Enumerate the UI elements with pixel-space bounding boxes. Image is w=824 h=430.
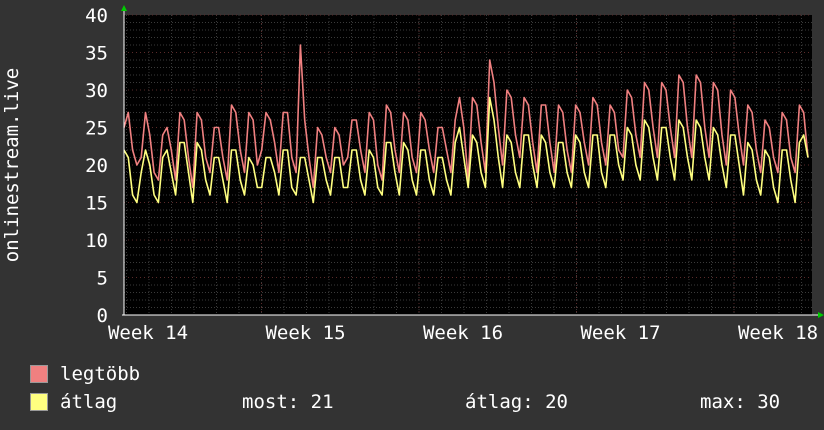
stat-avg-value: 20 — [545, 391, 568, 413]
y-tick-label: 15 — [85, 193, 108, 215]
legend-swatch-max — [30, 365, 48, 383]
legend-swatch-avg — [30, 393, 48, 411]
y-tick-label: 20 — [85, 155, 108, 177]
y-tick-label: 30 — [85, 80, 108, 102]
x-tick-label: Week 17 — [580, 322, 660, 344]
y-axis-label: onlinestream.live — [1, 68, 23, 262]
x-axis-arrow-icon — [818, 312, 824, 318]
y-tick-label: 10 — [85, 230, 108, 252]
stat-avg-label: átlag: — [465, 391, 534, 413]
series-line-avg — [123, 96, 809, 204]
legend-item-avg: átlag — [30, 391, 117, 413]
x-tick-label: Week 15 — [265, 322, 345, 344]
y-tick-label: 0 — [97, 305, 108, 327]
stat-avg: átlag: 20 — [465, 391, 568, 413]
legend-item-max: legtöbb — [30, 363, 140, 385]
x-tick-label: Week 14 — [108, 322, 188, 344]
y-tick-label: 35 — [85, 43, 108, 65]
stat-now-label: most: — [242, 391, 300, 413]
series-line-max — [123, 44, 809, 189]
legend-label-avg: átlag — [60, 391, 118, 413]
y-tick-label: 40 — [85, 5, 108, 27]
stat-max-label: max: — [700, 391, 746, 413]
x-tick-label: Week 16 — [423, 322, 503, 344]
stat-max-value: 30 — [757, 391, 781, 413]
stat-max: max: 30 — [700, 391, 780, 413]
stat-now: most: 21 — [242, 391, 334, 413]
y-axis-arrow-icon — [121, 5, 127, 11]
y-tick-label: 5 — [97, 268, 108, 290]
y-tick-label: 25 — [85, 118, 108, 140]
stat-now-value: 21 — [310, 391, 334, 413]
x-tick-label: Week 18 — [738, 322, 818, 344]
legend-label-max: legtöbb — [60, 363, 141, 385]
